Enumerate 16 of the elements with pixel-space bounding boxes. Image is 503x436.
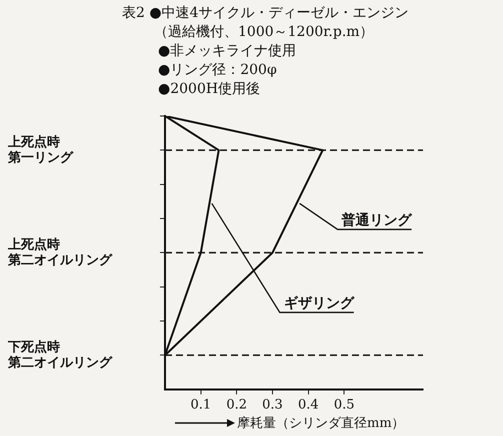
- chart-title: 表2 ●中速4サイクル・ディーゼル・エンジン: [122, 4, 408, 23]
- text: ●非メッキライナ使用: [157, 42, 298, 61]
- x-tick-label: 0.4: [298, 398, 319, 413]
- x-tick-label: 0.5: [334, 398, 355, 413]
- text: ●リング径：200φ: [157, 61, 278, 80]
- text: ●2000H使用後: [157, 80, 262, 99]
- text: 普通リング: [340, 211, 413, 228]
- x-tick-label: 0.1: [190, 398, 212, 413]
- y-tick-label: 下死点時第二オイルリング: [7, 338, 113, 370]
- x-tick-label: 0.2: [226, 398, 248, 413]
- y-tick-label: 上死点時第二オイルリング: [7, 236, 113, 268]
- x-tick-label: 0.3: [262, 398, 283, 413]
- x-axis-title: 摩耗量（シリンダ直径mm）: [237, 415, 405, 432]
- chart-subtitle: （過給機付、1000～1200r.p.m）: [153, 23, 375, 42]
- text: ギザリング: [284, 295, 355, 312]
- y-tick-label: 上死点時第一リング: [7, 134, 74, 166]
